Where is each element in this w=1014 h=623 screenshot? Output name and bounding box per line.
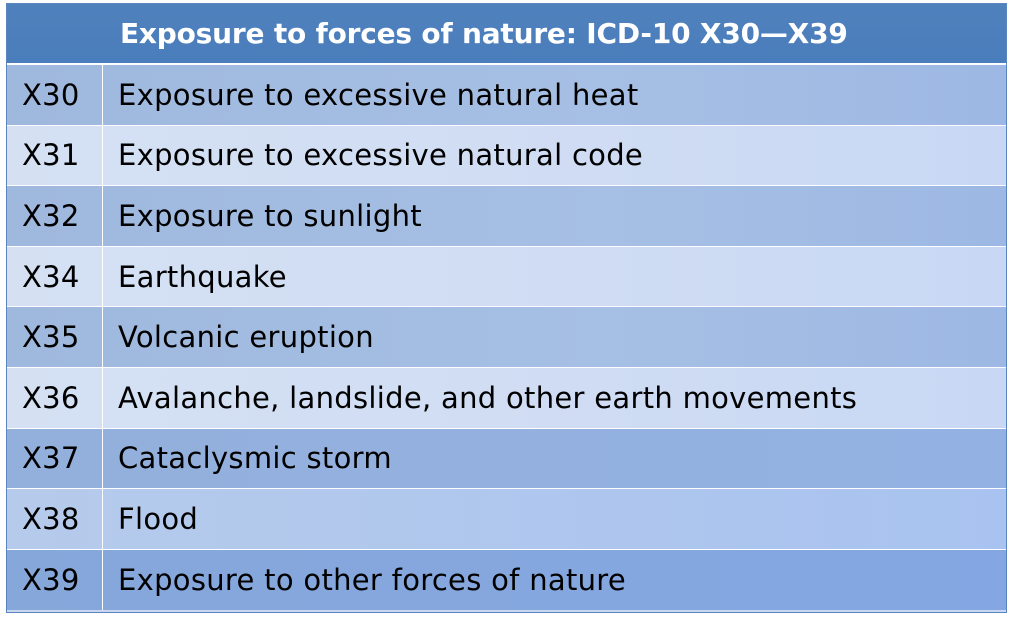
code-cell: X31 (7, 125, 103, 186)
table-row: X32 Exposure to sunlight (7, 186, 1006, 247)
description-cell: Exposure to sunlight (118, 198, 422, 233)
description-cell: Exposure to excessive natural code (118, 138, 644, 173)
table-row: X30 Exposure to excessive natural heat (7, 65, 1006, 126)
description-cell: Earthquake (118, 259, 287, 294)
description-cell: Exposure to other forces of nature (118, 563, 627, 598)
code-cell: X30 (7, 65, 103, 125)
table-row: X34 Earthquake (7, 246, 1006, 308)
table-row: X37 Cataclysmic storm (7, 428, 1006, 490)
description-cell: Volcanic eruption (118, 320, 374, 355)
code-cell: X38 (7, 489, 103, 549)
table-row: X35 Volcanic eruption (7, 307, 1006, 368)
description-cell: Flood (118, 501, 199, 536)
table-row: X38 Flood (7, 489, 1006, 550)
code-cell: X39 (7, 549, 103, 611)
description-cell: Avalanche, landslide, and other earth mo… (118, 380, 858, 415)
description-cell: Cataclysmic storm (118, 441, 392, 476)
description-cell: Exposure to excessive natural heat (118, 77, 639, 112)
table-row: X31 Exposure to excessive natural code (7, 125, 1006, 187)
code-cell: X36 (7, 367, 103, 428)
icd-table: Exposure to forces of nature: ICD-10 X30… (6, 3, 1007, 613)
code-cell: X35 (7, 307, 103, 367)
code-cell: X37 (7, 428, 103, 489)
table-row: X39 Exposure to other forces of nature (7, 549, 1006, 611)
table-title: Exposure to forces of nature: ICD-10 X30… (7, 4, 1006, 65)
table-row: X36 Avalanche, landslide, and other eart… (7, 367, 1006, 429)
code-cell: X34 (7, 246, 103, 307)
code-cell: X32 (7, 186, 103, 246)
